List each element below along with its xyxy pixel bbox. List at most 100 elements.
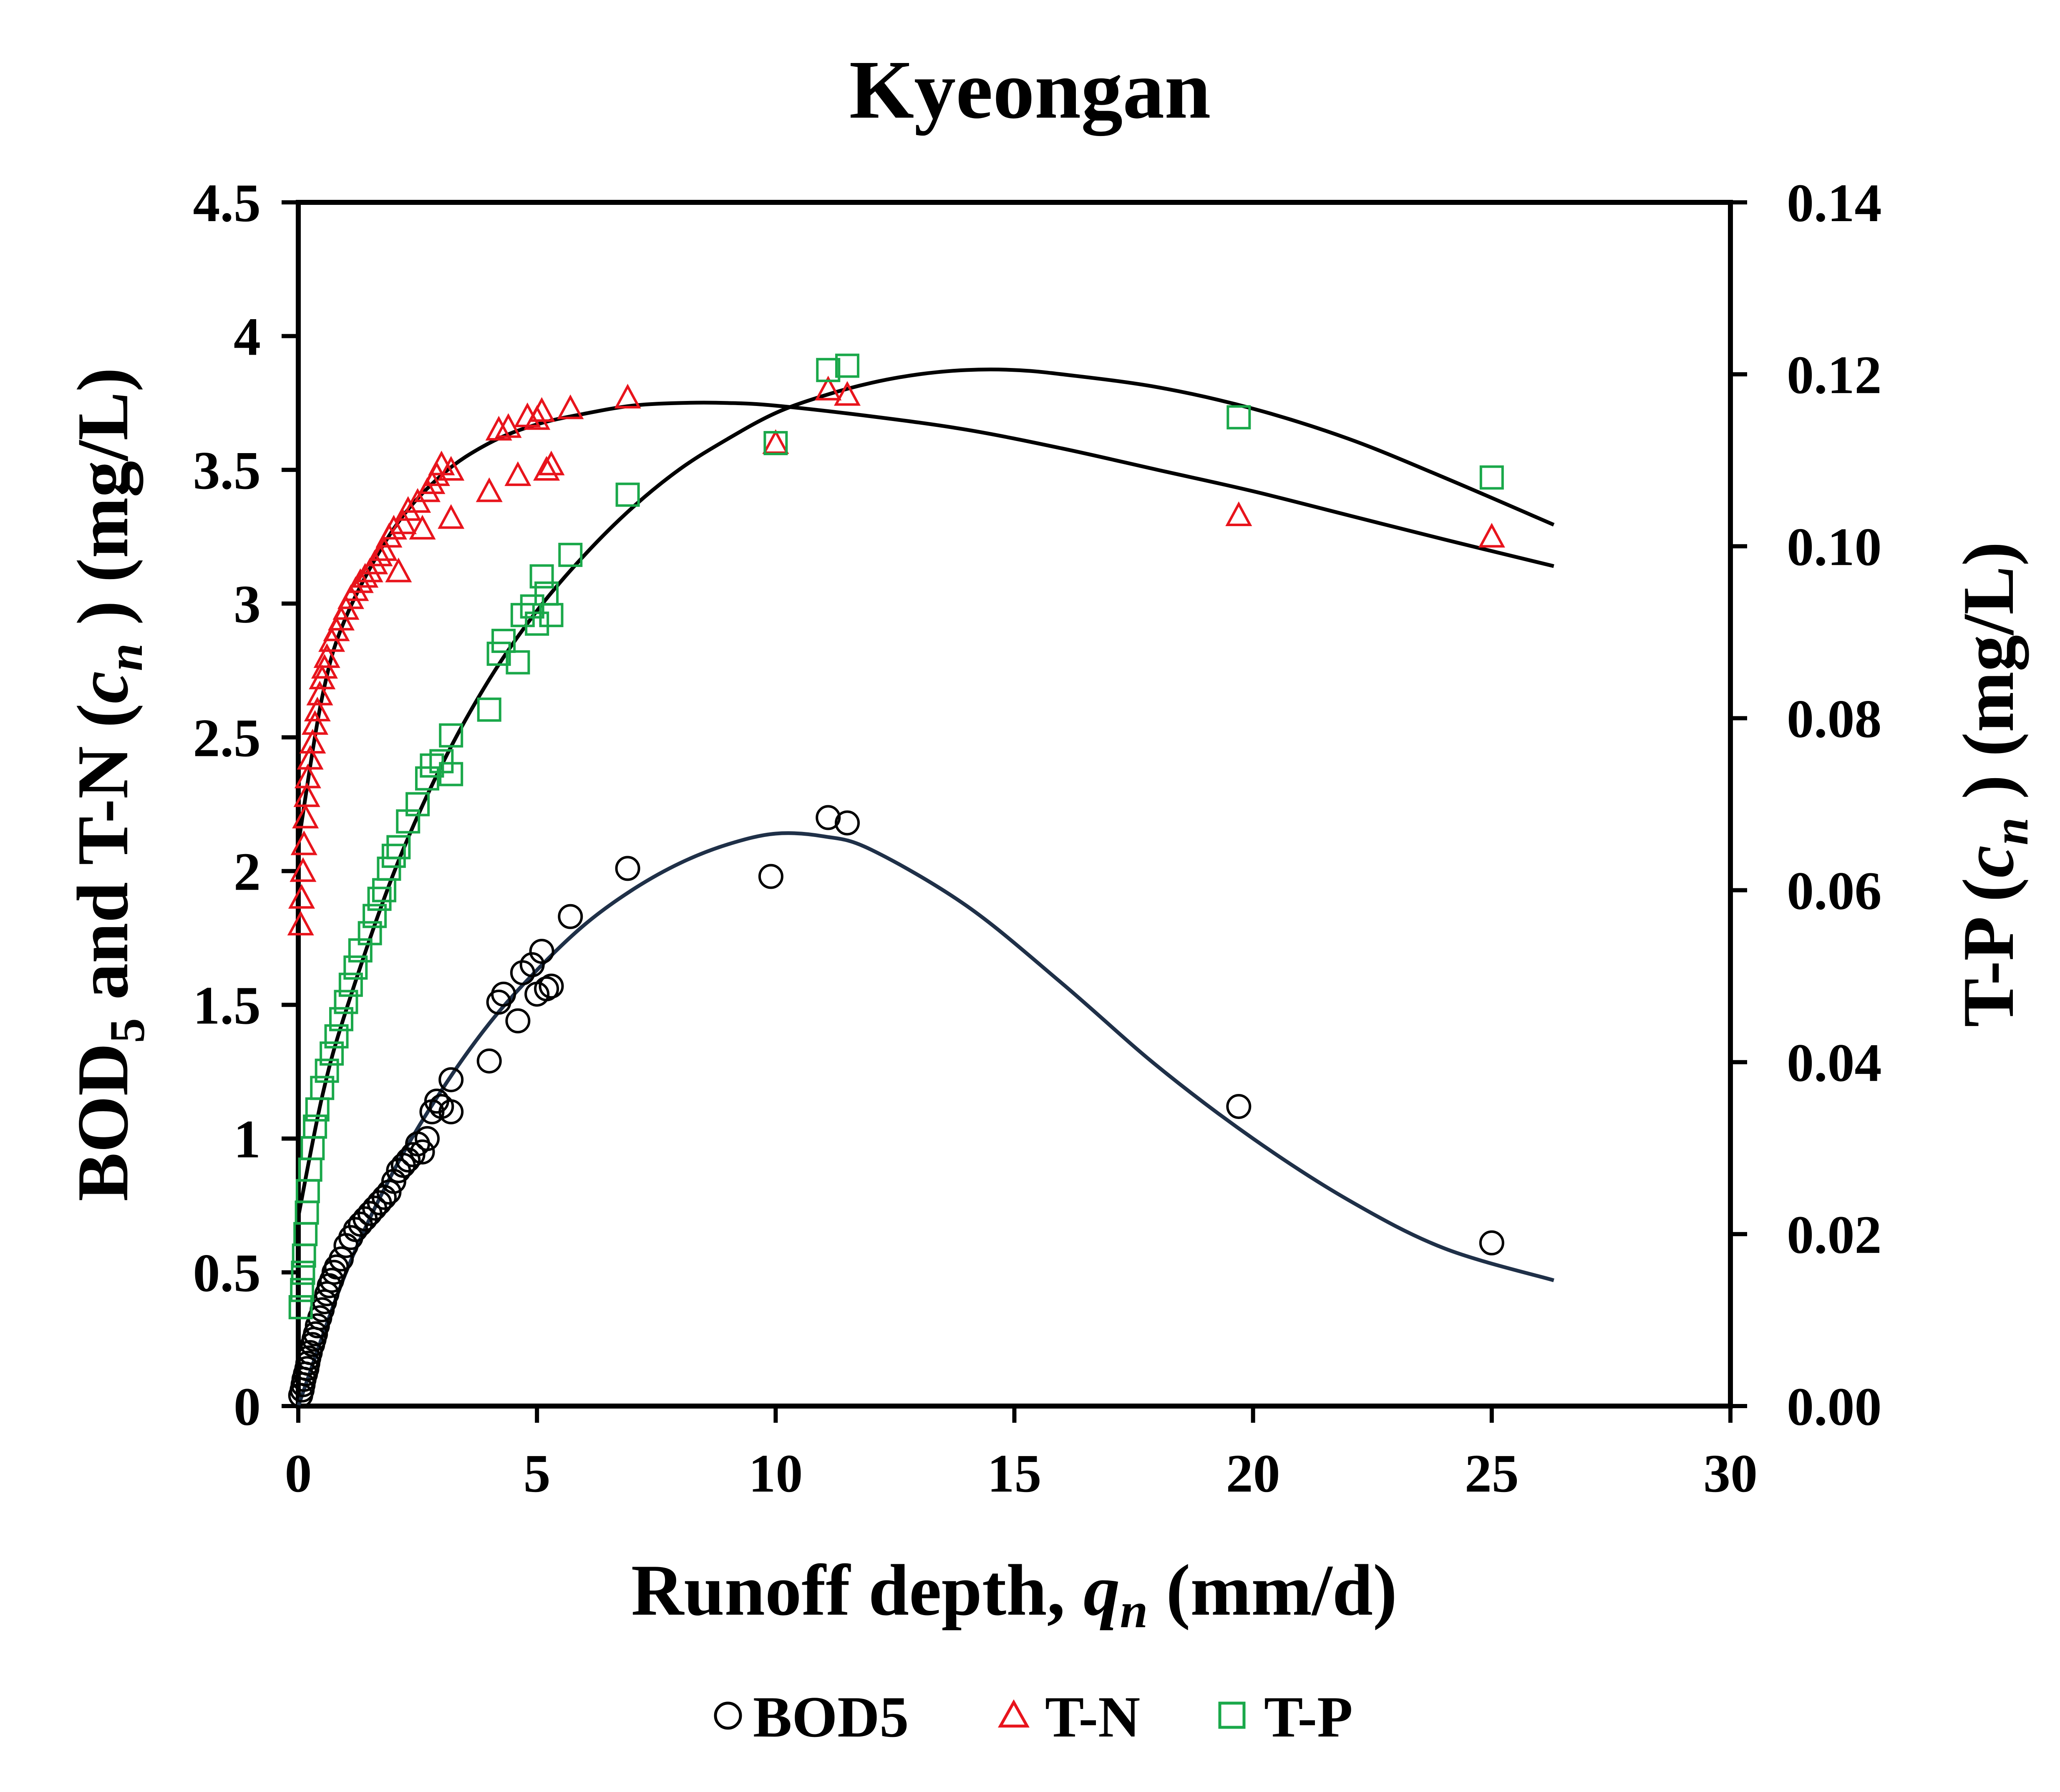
tick-labels: 0 5 10 15 20 25 30 0 0.5 1 1.5 2 2.5 3 3.5 4 4.5 0.00 0.02… [193, 173, 1882, 1504]
point-t-p [315, 1059, 339, 1083]
y-right-tick-label: 0.14 [1787, 173, 1882, 233]
point-t-n [438, 456, 465, 481]
y-right-tick-label: 0.08 [1787, 689, 1882, 749]
y-left-label-a: BOD [62, 1043, 143, 1201]
point-t-p [835, 353, 859, 378]
point-bod5 [328, 1246, 354, 1272]
x-axis-label-main: Runoff depth, [631, 1550, 1083, 1631]
point-t-n [306, 681, 333, 706]
y-right-axis-label: T-P (cn ) (mg/L) [1948, 542, 2038, 1027]
y-right-label-var: c [1948, 845, 2029, 878]
point-t-n [352, 563, 379, 588]
point-t-p [363, 904, 387, 928]
point-bod5 [410, 1139, 435, 1164]
y-left-tick-label: 2 [234, 842, 261, 902]
x-tick-label: 15 [987, 1444, 1042, 1504]
point-t-p [558, 542, 583, 567]
point-t-p [439, 762, 463, 786]
point-t-n [380, 514, 407, 540]
point-t-p [338, 973, 363, 997]
chart-title: Kyeongan [849, 44, 1211, 136]
point-t-p [510, 603, 535, 628]
point-t-p [334, 990, 358, 1014]
point-t-n [292, 804, 319, 829]
x-tick-label: 25 [1465, 1444, 1519, 1504]
point-bod5 [438, 1067, 464, 1092]
point-t-n [1225, 501, 1252, 527]
plot-area [296, 200, 1733, 1409]
point-t-p [615, 482, 640, 507]
data-points [287, 353, 1505, 1408]
point-bod5 [758, 864, 783, 889]
x-axis-label-sub: n [1120, 1583, 1148, 1638]
trend-line-bod5-fit [296, 831, 1554, 1407]
point-t-p [816, 358, 841, 382]
point-t-n [304, 696, 331, 722]
y-left-tick-label: 0.5 [193, 1243, 261, 1303]
point-t-p [310, 1076, 335, 1100]
point-t-n [815, 376, 842, 401]
point-t-n [762, 429, 789, 454]
axis-ticks [282, 200, 1747, 1423]
y-left-tick-label: 4 [234, 307, 261, 367]
point-t-p [405, 792, 430, 817]
point-t-n [302, 710, 329, 735]
point-bod5 [529, 939, 554, 964]
x-axis-label-var: q [1083, 1550, 1120, 1631]
point-t-n [385, 557, 412, 582]
point-t-n [476, 477, 503, 502]
point-t-p [290, 1278, 315, 1302]
point-bod5 [816, 805, 841, 830]
point-t-p [303, 1114, 327, 1139]
point-bod5 [1226, 1094, 1252, 1119]
point-bod5 [505, 1008, 531, 1033]
point-t-p [348, 938, 373, 963]
point-t-p [343, 955, 368, 980]
x-axis-label-unit: (mm/d) [1148, 1550, 1397, 1631]
y-left-tick-label: 1.5 [193, 975, 261, 1036]
point-t-p [763, 431, 788, 455]
point-t-p [486, 641, 511, 666]
point-bod5 [491, 981, 516, 1007]
trend-lines [296, 368, 1555, 1407]
y-left-axis-label: BOD5 and T-N (cn ) (mg/L) [62, 368, 155, 1201]
point-t-n [834, 381, 861, 406]
point-t-n [290, 830, 317, 855]
y-left-label-var-sub: n [97, 643, 153, 671]
point-t-p [288, 1295, 313, 1320]
point-bod5 [539, 973, 564, 999]
y-right-tick-label: 0.00 [1787, 1377, 1882, 1437]
point-t-n [614, 383, 641, 408]
point-t-n [313, 643, 340, 668]
legend-marker-bod5 [714, 1701, 742, 1730]
point-t-n [297, 745, 324, 770]
point-t-n [299, 728, 326, 754]
point-bod5 [333, 1233, 359, 1258]
point-t-p [520, 594, 544, 619]
point-bod5 [615, 856, 640, 881]
y-left-label-b: and T-N ( [62, 703, 143, 1018]
point-t-n [1478, 523, 1505, 548]
y-right-label-unit: ) (mg/L) [1948, 542, 2029, 817]
legend-marker-tn [998, 1699, 1030, 1728]
point-t-n [390, 509, 417, 534]
y-right-tick-label: 0.02 [1787, 1205, 1882, 1265]
point-t-n [366, 541, 393, 567]
point-t-p [1479, 465, 1504, 490]
y-right-tick-label: 0.06 [1787, 861, 1882, 921]
point-t-n [409, 514, 436, 540]
y-left-tick-label: 3.5 [193, 441, 261, 501]
point-bod5 [834, 810, 860, 836]
y-left-tick-label: 4.5 [193, 173, 261, 233]
point-t-p [324, 1024, 349, 1048]
legend-label-bod5: BOD5 [753, 1685, 909, 1749]
point-t-p [381, 844, 406, 868]
legend-label-tp: T-P [1264, 1685, 1353, 1749]
point-t-p [429, 749, 454, 774]
point-bod5 [414, 1126, 440, 1151]
point-t-n [287, 910, 314, 935]
point-t-p [477, 697, 501, 722]
point-t-p [539, 603, 564, 628]
point-t-n [438, 504, 465, 529]
